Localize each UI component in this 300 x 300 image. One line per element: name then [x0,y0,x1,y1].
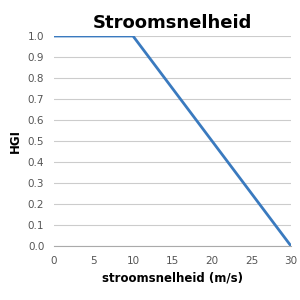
Title: Stroomsnelheid: Stroomsnelheid [93,14,252,32]
X-axis label: stroomsnelheid (m/s): stroomsnelheid (m/s) [102,271,243,284]
Y-axis label: HGI: HGI [9,129,22,153]
